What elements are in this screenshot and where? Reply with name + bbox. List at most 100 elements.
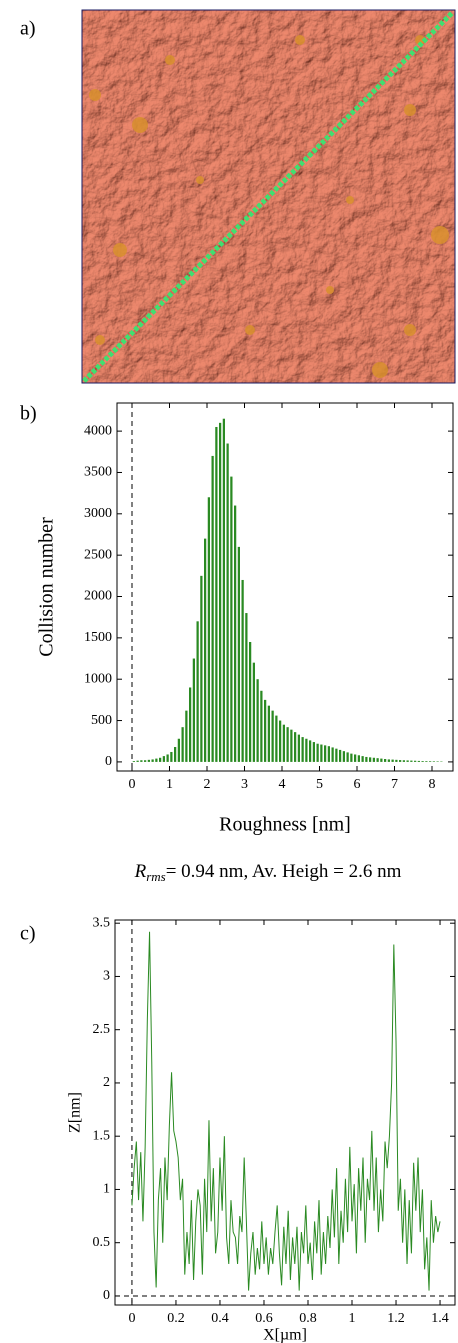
annotation-subscript: rms bbox=[146, 869, 166, 884]
bar bbox=[147, 759, 150, 762]
bar bbox=[211, 455, 214, 762]
x-tick-label: 8 bbox=[429, 777, 436, 792]
y-tick-label: 500 bbox=[91, 713, 112, 728]
bar bbox=[432, 761, 435, 762]
bar bbox=[155, 758, 158, 762]
bar bbox=[230, 476, 233, 762]
y-tick-label: 1 bbox=[103, 1182, 110, 1197]
panel-label: b) bbox=[20, 403, 37, 425]
bar bbox=[260, 690, 263, 762]
bar bbox=[324, 745, 327, 762]
y-tick-label: 2 bbox=[103, 1075, 110, 1090]
bar bbox=[174, 747, 177, 762]
bar bbox=[192, 658, 195, 762]
x-tick-label: 0.8 bbox=[299, 1311, 317, 1326]
bar bbox=[245, 613, 248, 762]
bar bbox=[384, 759, 387, 762]
bar bbox=[207, 497, 210, 762]
bar bbox=[226, 443, 229, 762]
y-axis-title: Collision number bbox=[36, 517, 58, 657]
bar bbox=[144, 760, 147, 762]
x-tick-label: 0 bbox=[128, 1311, 135, 1326]
annotation-symbol: R bbox=[134, 861, 147, 882]
bar bbox=[286, 727, 289, 762]
y-tick-label: 3000 bbox=[84, 506, 112, 521]
bar bbox=[234, 505, 237, 762]
x-tick-label: 1 bbox=[166, 777, 173, 792]
x-tick-label: 4 bbox=[279, 777, 286, 792]
annotation-text: = 0.94 nm, Av. Heigh = 2.6 nm bbox=[166, 861, 402, 882]
panel-label: c) bbox=[20, 923, 36, 945]
bar bbox=[301, 737, 304, 762]
bar bbox=[335, 748, 338, 762]
bar bbox=[151, 759, 154, 762]
plot-frame bbox=[116, 402, 454, 772]
bar bbox=[279, 720, 282, 762]
annotation: Rrms= 0.94 nm, Av. Heigh = 2.6 nm bbox=[134, 861, 402, 884]
bar bbox=[204, 538, 207, 762]
x-tick-label: 2 bbox=[204, 777, 211, 792]
bar bbox=[185, 710, 188, 762]
bar bbox=[196, 621, 199, 762]
bar bbox=[132, 761, 135, 762]
y-tick-label: 2000 bbox=[84, 589, 112, 604]
bar bbox=[414, 760, 417, 762]
x-tick-label: 1.2 bbox=[387, 1311, 405, 1326]
bar bbox=[200, 575, 203, 762]
x-tick-label: 5 bbox=[316, 777, 323, 792]
bar bbox=[297, 734, 300, 762]
x-axis-title: Roughness [nm] bbox=[219, 814, 351, 836]
bar bbox=[267, 705, 270, 762]
y-tick-label: 0.5 bbox=[93, 1235, 111, 1250]
bar bbox=[256, 679, 259, 762]
bar bbox=[361, 756, 364, 762]
bar bbox=[294, 732, 297, 762]
bar bbox=[346, 752, 349, 762]
bar bbox=[380, 758, 383, 762]
bar bbox=[312, 742, 315, 762]
bar bbox=[369, 757, 372, 762]
data-line bbox=[131, 931, 441, 1291]
bar bbox=[429, 761, 432, 762]
bar bbox=[181, 727, 184, 762]
bar bbox=[305, 738, 308, 762]
x-tick-label: 7 bbox=[391, 777, 398, 792]
bar bbox=[136, 760, 139, 762]
x-tick-label: 6 bbox=[354, 777, 361, 792]
x-tick-label: 0 bbox=[129, 777, 136, 792]
bar bbox=[162, 756, 165, 762]
bar bbox=[252, 662, 255, 762]
bar bbox=[290, 729, 293, 762]
bar bbox=[215, 426, 218, 762]
bar bbox=[365, 756, 368, 762]
bar bbox=[406, 760, 409, 762]
bar bbox=[219, 422, 222, 762]
bar bbox=[350, 753, 353, 762]
bar bbox=[357, 755, 360, 762]
bar bbox=[354, 754, 357, 762]
bar bbox=[387, 759, 390, 762]
y-tick-label: 2500 bbox=[84, 547, 112, 562]
y-tick-label: 0 bbox=[105, 754, 112, 769]
bar bbox=[391, 759, 394, 762]
bar bbox=[331, 747, 334, 762]
y-tick-label: 2.5 bbox=[93, 1022, 111, 1037]
bar bbox=[421, 761, 424, 762]
bar bbox=[342, 751, 345, 762]
bar bbox=[309, 740, 312, 762]
plot-frame bbox=[114, 919, 456, 1306]
bar bbox=[166, 754, 169, 762]
bar bbox=[395, 759, 398, 762]
bar bbox=[399, 760, 402, 762]
image-frame bbox=[81, 9, 456, 384]
bar bbox=[410, 760, 413, 762]
bar bbox=[170, 751, 173, 762]
y-axis-title: Z[nm] bbox=[67, 1092, 84, 1133]
y-tick-label: 4000 bbox=[84, 423, 112, 438]
bar bbox=[249, 641, 252, 762]
bar bbox=[372, 757, 375, 762]
bar bbox=[320, 744, 323, 762]
bar bbox=[264, 699, 267, 762]
x-tick-label: 1.4 bbox=[431, 1311, 449, 1326]
